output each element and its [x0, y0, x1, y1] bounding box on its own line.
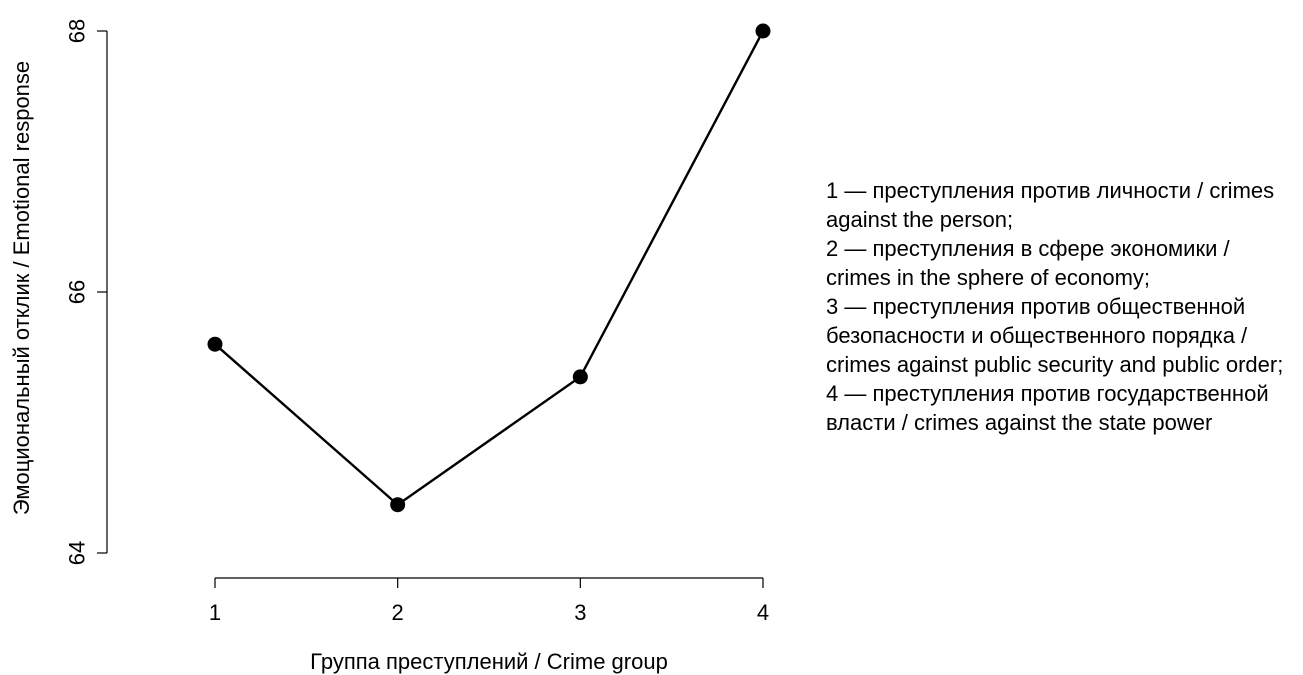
data-point-3: [572, 369, 588, 385]
x-axis-title: Группа преступлений / Crime group: [310, 649, 668, 674]
x-tick-label-1: 1: [209, 600, 221, 625]
y-axis: 64 66 68 Эмоциональный отклик / Emotional …: [9, 19, 108, 565]
series-line-1: [214, 30, 765, 507]
x-axis: 1 2 3 4 Группа преступлений / Crime group: [209, 577, 769, 674]
crime-group-notes: 1 — преступления против личности / crime…: [826, 176, 1288, 437]
y-tick-label-64: 64: [65, 541, 90, 565]
y-axis-title: Эмоциональный отклик / Emotional respons…: [9, 61, 34, 515]
x-tick-label-3: 3: [574, 600, 586, 625]
crime-group-note-4: 4 — преступления против государственной …: [826, 381, 1269, 435]
data-point-1: [207, 336, 223, 352]
y-ticks: 64 66 68: [65, 19, 107, 565]
x-tick-label-4: 4: [757, 600, 769, 625]
crime-group-note-1: 1 — преступления против личности / crime…: [826, 178, 1275, 232]
crime-group-note-2: 2 — преступления в сфере экономики / cri…: [826, 236, 1230, 290]
x-ticks: 1 2 3 4: [209, 578, 769, 625]
chart: 64 66 68 Эмоциональный отклик / Emotional …: [9, 19, 771, 674]
crime-group-note-3: 3 — преступления против общественной без…: [826, 294, 1284, 377]
y-tick-label-68: 68: [65, 19, 90, 43]
plot-area: [207, 23, 771, 513]
y-tick-label-66: 66: [65, 280, 90, 304]
data-point-4: [755, 23, 771, 39]
x-tick-label-2: 2: [392, 600, 404, 625]
data-point-2: [390, 497, 406, 513]
